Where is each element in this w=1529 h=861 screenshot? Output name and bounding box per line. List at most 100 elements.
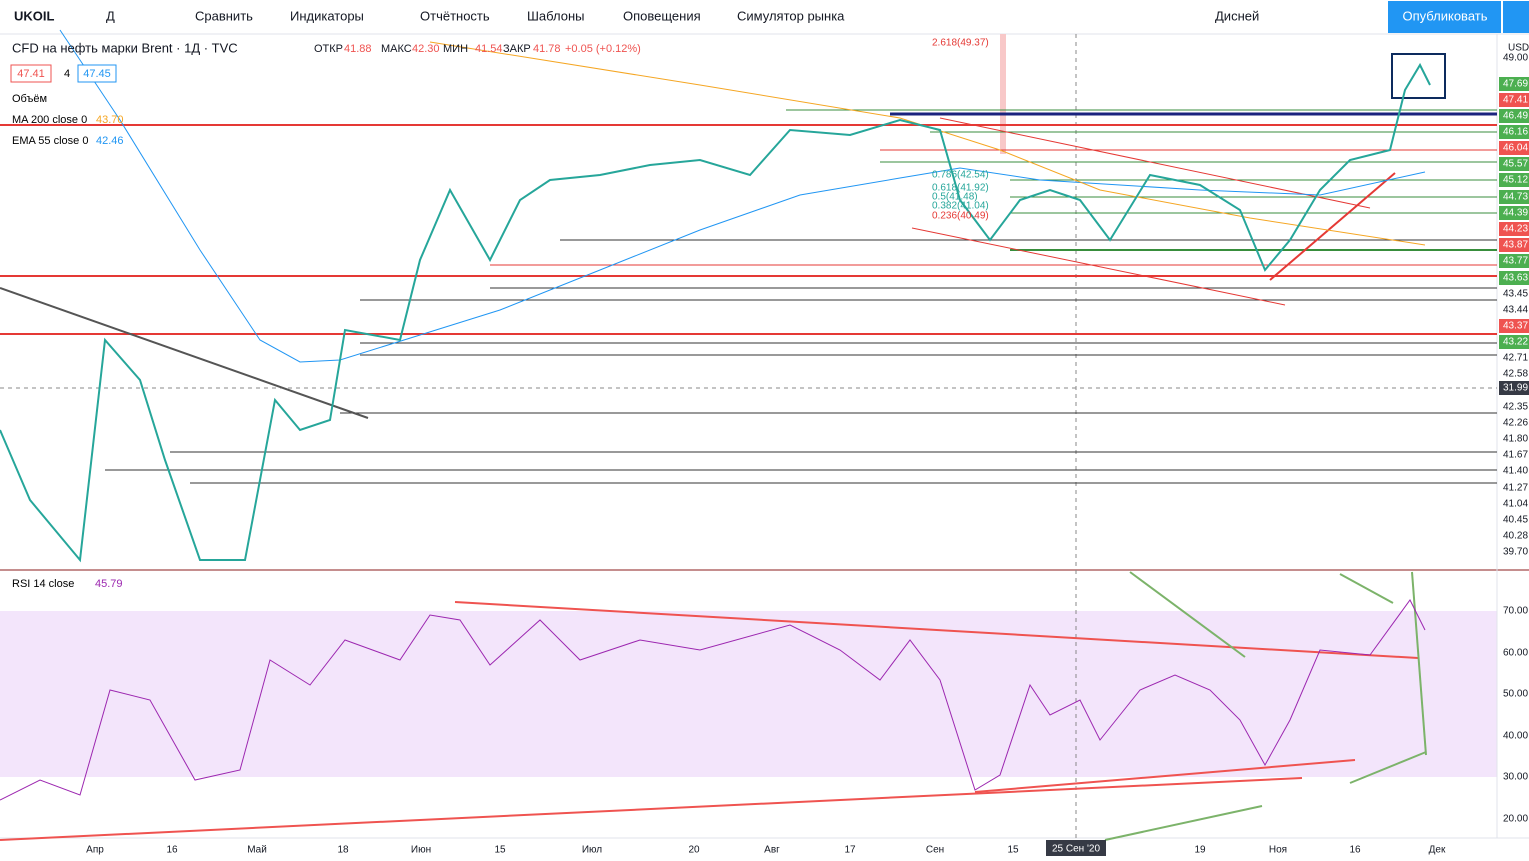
ask-box xyxy=(77,64,117,83)
ma-name: MA 200 close 0 xyxy=(12,114,87,126)
bid-box xyxy=(10,64,52,83)
time-label: 16 xyxy=(1349,845,1361,856)
price-label: 40.45 xyxy=(1503,515,1528,526)
interval[interactable]: Д xyxy=(106,8,115,23)
trend-line xyxy=(1269,172,1396,281)
price-label: 45.57 xyxy=(1503,159,1528,170)
rsi-trend-line xyxy=(1411,571,1427,756)
rsi-axis-label: 40.00 xyxy=(1503,731,1528,742)
toolbar-bg xyxy=(0,0,1529,34)
time-label: Апр xyxy=(86,845,104,856)
crosshair-time: 25 Сен '20 xyxy=(1052,844,1100,855)
ohlc: 41.54 xyxy=(475,43,503,55)
price-label: 42.71 xyxy=(1503,353,1528,364)
rsi-axis-label: 60.00 xyxy=(1503,648,1528,659)
layout-name[interactable]: Дисней xyxy=(1215,8,1259,23)
price-label: 41.80 xyxy=(1503,434,1528,445)
rsi-trend-line xyxy=(1339,573,1394,604)
fib-label: 2.618(49.37) xyxy=(932,38,989,49)
price-label: 41.40 xyxy=(1503,466,1528,477)
ema-line xyxy=(429,41,1426,246)
rsi-axis-label: 30.00 xyxy=(1503,772,1528,783)
price-label: 46.04 xyxy=(1503,143,1528,154)
ask: 47.45 xyxy=(83,68,111,80)
symbol[interactable]: UKOIL xyxy=(14,8,55,23)
price-label: 46.49 xyxy=(1503,111,1528,122)
time-label: 19 xyxy=(1194,845,1206,856)
publish-button[interactable]: Опубликовать xyxy=(1402,8,1487,23)
rsi-band xyxy=(0,611,1497,777)
publish-button-bg[interactable] xyxy=(1388,1,1501,33)
price-label: 41.04 xyxy=(1503,499,1528,510)
ohlc: ЗАКР xyxy=(503,43,531,55)
toolbar-button[interactable]: Индикаторы xyxy=(290,8,364,23)
price-tag xyxy=(1499,335,1529,349)
price-tag xyxy=(1499,319,1529,333)
rsi-axis-label: 70.00 xyxy=(1503,606,1528,617)
volume: Объём xyxy=(12,93,47,105)
price-label: 45.12 xyxy=(1503,175,1528,186)
fib-label: 0.236(40.49) xyxy=(932,211,989,222)
ema-value: 42.46 xyxy=(96,135,124,147)
price-tag xyxy=(1499,238,1529,252)
price-label: 43.44 xyxy=(1503,305,1528,316)
toolbar-button[interactable]: Оповещения xyxy=(623,8,701,23)
time-label: Ноя xyxy=(1269,845,1287,856)
rsi-trend-line xyxy=(1129,571,1246,658)
time-label: 16 xyxy=(166,845,178,856)
price-tag xyxy=(1499,141,1529,155)
ohlc: ОТКР xyxy=(314,43,343,55)
trend-line xyxy=(911,227,1286,306)
toolbar-button[interactable]: Отчётность xyxy=(420,8,490,23)
price-label: 44.39 xyxy=(1503,208,1528,219)
price-label: 43.22 xyxy=(1503,337,1528,348)
price-label: 44.23 xyxy=(1503,224,1528,235)
fib-label: 0.618(41.92) xyxy=(932,183,989,194)
ma-value: 43.70 xyxy=(96,114,124,126)
rsi-trend-line xyxy=(0,777,1303,841)
rsi-axis-label: 20.00 xyxy=(1503,814,1528,825)
price-label: 42.26 xyxy=(1503,418,1528,429)
rsi-trend-line xyxy=(454,601,1419,659)
ohlc: 42.30 xyxy=(412,43,440,55)
trend-line xyxy=(939,117,1371,209)
spread: 4 xyxy=(64,68,70,80)
price-label: 42.58 xyxy=(1503,369,1528,380)
price-label: 42.35 xyxy=(1503,402,1528,413)
trend-line xyxy=(0,287,369,419)
time-label: Май xyxy=(247,845,267,856)
time-label: Сен xyxy=(926,845,944,856)
price-tag xyxy=(1499,381,1529,395)
toolbar-button[interactable]: Симулятор рынка xyxy=(737,8,845,23)
time-label: Июн xyxy=(411,845,431,856)
time-label: 20 xyxy=(688,845,700,856)
price-tag xyxy=(1499,109,1529,123)
price-tag xyxy=(1499,77,1529,91)
highlight-box xyxy=(1391,53,1446,99)
price-tag xyxy=(1499,173,1529,187)
time-label: 18 xyxy=(337,845,349,856)
toolbar-button[interactable]: Сравнить xyxy=(195,8,253,23)
price-label: 43.63 xyxy=(1503,273,1528,284)
replay-button[interactable] xyxy=(1503,1,1529,33)
price-tag xyxy=(1499,157,1529,171)
rsi-trend-line xyxy=(974,759,1356,793)
price-tag xyxy=(1499,190,1529,204)
ema-name: EMA 55 close 0 xyxy=(12,135,88,147)
time-label: Авг xyxy=(764,845,780,856)
ohlc: 41.88 xyxy=(344,43,372,55)
price-label: 49.00 xyxy=(1503,53,1528,64)
price-label: 41.67 xyxy=(1503,450,1528,461)
price-tag xyxy=(1499,271,1529,285)
price-label: 46.16 xyxy=(1503,127,1528,138)
ohlc: +0.05 (+0.12%) xyxy=(565,43,641,55)
legend-title: CFD на нефть марки Brent · 1Д · TVC xyxy=(12,40,238,55)
price-label: 39.70 xyxy=(1503,547,1528,558)
rsi-title: RSI 14 close xyxy=(12,578,74,590)
price-tag xyxy=(1499,125,1529,139)
rsi-line xyxy=(0,599,1426,801)
toolbar-button[interactable]: Шаблоны xyxy=(527,8,585,23)
price-label: 47.69 xyxy=(1503,79,1528,90)
